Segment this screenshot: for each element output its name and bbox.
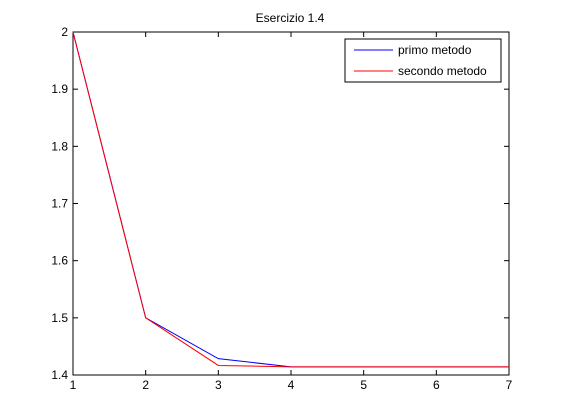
axis-tick-labels: 1 2 3 4 5 6 7 1.4 1.5 1.6 1.7 1.8 1.9 2: [51, 25, 512, 392]
series-lines: [72, 31, 509, 368]
x-tick-label: 3: [215, 378, 222, 392]
legend-label-2: secondo metodo: [398, 64, 487, 78]
x-tick-label: 6: [433, 378, 440, 392]
x-tick-label: 1: [70, 378, 77, 392]
chart-title: Esercizio 1.4: [256, 11, 325, 25]
x-tick-label: 7: [506, 378, 513, 392]
x-tick-label: 2: [142, 378, 149, 392]
plot-area: [72, 31, 510, 376]
axis-ticks: [72, 31, 510, 376]
legend-box: [344, 38, 502, 83]
y-tick-label: 1.8: [51, 139, 68, 153]
y-tick-label: 1.5: [51, 311, 68, 325]
y-tick-label: 1.6: [51, 254, 68, 268]
series-line-2: [72, 31, 509, 368]
y-tick-label: 2: [61, 25, 68, 39]
x-tick-label: 5: [360, 378, 367, 392]
y-tick-label: 1.4: [51, 368, 68, 382]
y-tick-label: 1.7: [51, 197, 68, 211]
legend: primo metodo secondo metodo: [344, 38, 502, 83]
legend-label-1: primo metodo: [398, 43, 472, 57]
y-tick-label: 1.9: [51, 82, 68, 96]
x-tick-label: 4: [288, 378, 295, 392]
